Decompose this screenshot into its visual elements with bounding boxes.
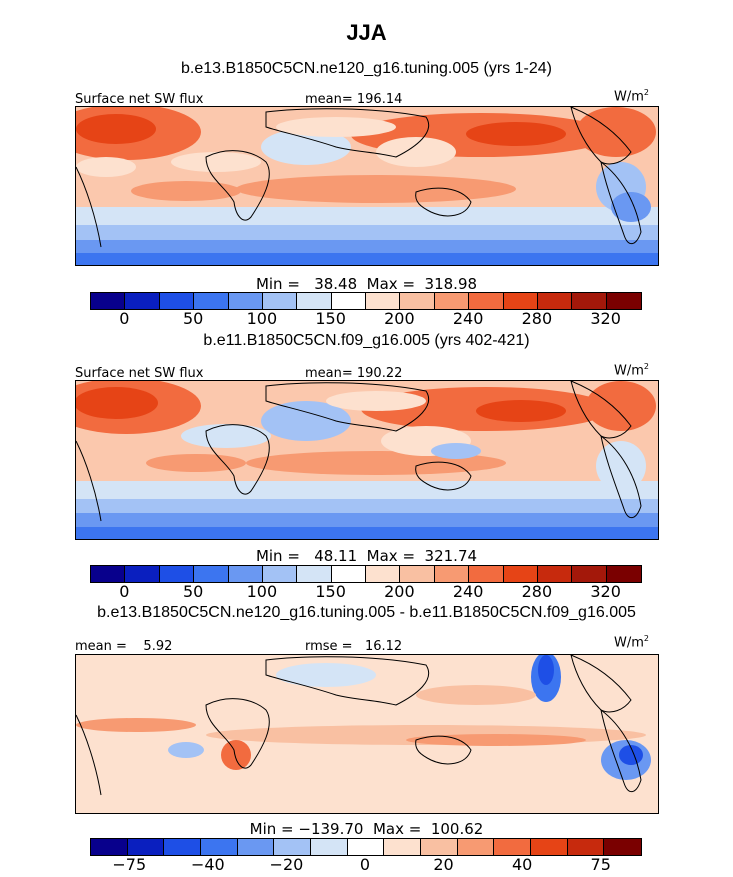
colorbar-swatch: [606, 293, 641, 309]
colorbar-swatch: [434, 293, 470, 309]
colorbar-swatch: [164, 839, 201, 855]
colorbar-swatch: [262, 566, 298, 582]
colorbar-swatch: [537, 566, 573, 582]
colorbar-swatch: [572, 293, 607, 309]
colorbar-swatch: [228, 293, 263, 309]
panel2-min-max: Min = 48.11 Max = 321.74: [255, 547, 478, 565]
colorbar-swatch: [530, 839, 568, 855]
colorbar-tick-label: 320: [590, 309, 621, 328]
colorbar-swatch: [469, 293, 504, 309]
colorbar-tick-label: 320: [590, 582, 621, 601]
colorbar-tick-label: 0: [119, 309, 130, 328]
colorbar-swatch: [604, 839, 641, 855]
colorbar-swatch: [469, 566, 504, 582]
colorbar-swatch: [503, 293, 538, 309]
colorbar-swatch: [420, 839, 458, 855]
colorbar-tick-label: 150: [315, 582, 346, 601]
colorbar-swatch: [494, 839, 531, 855]
colorbar-swatch: [194, 566, 229, 582]
panel1-map-field: [76, 107, 658, 265]
colorbar-swatch: [194, 293, 229, 309]
colorbar-swatch: [91, 839, 128, 855]
panel1-min-max: Min = 38.48 Max = 318.98: [255, 275, 478, 293]
panel2-map: [75, 380, 659, 540]
colorbar-tick-label: 200: [384, 309, 415, 328]
colorbar-swatch: [125, 566, 160, 582]
panel3-mean-label: mean = 5.92: [75, 639, 173, 654]
colorbar-swatch: [127, 839, 165, 855]
panel1-map: [75, 106, 659, 266]
panel1-units-label: W/m2: [614, 88, 649, 105]
colorbar-swatch: [228, 566, 263, 582]
colorbar-swatch: [262, 293, 298, 309]
colorbar-swatch: [400, 566, 435, 582]
panel3-rmse-label: rmse = 16.12: [305, 639, 403, 654]
panel3-units-label: W/m2: [614, 634, 649, 651]
colorbar-swatch: [310, 839, 348, 855]
colorbar-tick-label: 100: [246, 309, 278, 328]
colorbar-tick-label: 240: [452, 309, 484, 328]
panel1-colorbar: [90, 292, 642, 310]
colorbar-swatch: [297, 293, 332, 309]
colorbar-tick-label: 280: [521, 309, 553, 328]
colorbar-tick-label: 150: [315, 309, 346, 328]
panel3-colorbar: [90, 838, 642, 856]
colorbar-tick-label: 0: [119, 582, 130, 601]
colorbar-swatch: [91, 566, 126, 582]
colorbar-swatch: [457, 839, 495, 855]
colorbar-swatch: [331, 566, 366, 582]
colorbar-swatch: [91, 293, 126, 309]
panel3-run-title: b.e13.B1850C5CN.ne120_g16.tuning.005 - b…: [97, 604, 636, 621]
panel1-run-title: b.e13.B1850C5CN.ne120_g16.tuning.005 (yr…: [181, 60, 552, 77]
panel2-map-field: [76, 381, 658, 539]
colorbar-swatch: [434, 566, 470, 582]
colorbar-swatch: [366, 566, 401, 582]
panel2-mean-label: mean= 190.22: [305, 366, 403, 381]
panel1-variable-label: Surface net SW flux: [75, 92, 204, 107]
colorbar-swatch: [159, 293, 195, 309]
colorbar-tick-label: 240: [452, 582, 484, 601]
colorbar-swatch: [606, 566, 641, 582]
panel1-mean-label: mean= 196.14: [305, 92, 403, 107]
panel3-map: [75, 654, 659, 814]
colorbar-swatch: [384, 839, 421, 855]
colorbar-tick-label: 0: [359, 855, 371, 874]
colorbar-tick-label: −20: [269, 855, 304, 874]
colorbar-swatch: [159, 566, 195, 582]
panel2-run-title: b.e11.B1850C5CN.f09_g16.005 (yrs 402-421…: [203, 332, 530, 349]
colorbar-swatch: [125, 293, 160, 309]
colorbar-tick-label: 40: [511, 855, 533, 874]
colorbar-swatch: [200, 839, 238, 855]
panel2-units-label: W/m2: [614, 362, 649, 379]
colorbar-swatch: [400, 293, 435, 309]
colorbar-tick-label: 280: [521, 582, 553, 601]
figure-title: JJA: [346, 20, 387, 45]
colorbar-swatch: [347, 839, 385, 855]
colorbar-swatch: [274, 839, 311, 855]
colorbar-swatch: [297, 566, 332, 582]
colorbar-swatch: [572, 566, 607, 582]
colorbar-swatch: [567, 839, 605, 855]
colorbar-tick-label: −40: [190, 855, 225, 874]
panel3-map-field: [76, 655, 658, 813]
colorbar-swatch: [366, 293, 401, 309]
colorbar-swatch: [237, 839, 275, 855]
colorbar-tick-label: 20: [433, 855, 454, 874]
panel2-variable-label: Surface net SW flux: [75, 366, 204, 381]
colorbar-swatch: [537, 293, 573, 309]
colorbar-tick-label: 75: [590, 855, 611, 874]
colorbar-swatch: [503, 566, 538, 582]
colorbar-tick-label: 50: [182, 582, 204, 601]
panel3-min-max: Min = −139.70 Max = 100.62: [249, 820, 484, 838]
colorbar-tick-label: −75: [112, 855, 147, 874]
colorbar-tick-label: 100: [246, 582, 278, 601]
panel2-colorbar: [90, 565, 642, 583]
colorbar-tick-label: 200: [384, 582, 415, 601]
colorbar-tick-label: 50: [182, 309, 204, 328]
colorbar-swatch: [331, 293, 366, 309]
